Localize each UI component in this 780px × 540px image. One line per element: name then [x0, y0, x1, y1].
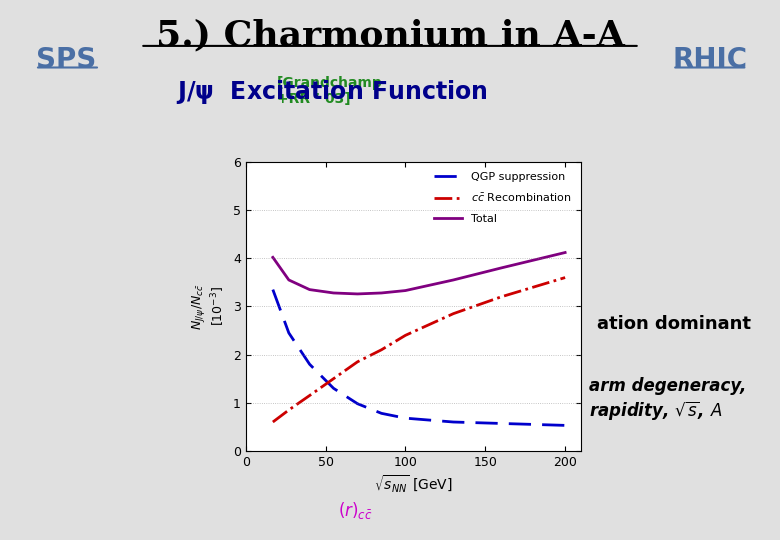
Text: ation dominant: ation dominant — [597, 315, 750, 333]
Legend: QGP suppression, $c\bar{c}$ Recombination, Total: QGP suppression, $c\bar{c}$ Recombinatio… — [430, 167, 576, 228]
Text: SPS: SPS — [36, 46, 97, 74]
Text: RHIC: RHIC — [672, 46, 747, 74]
Text: $\mathbf{J/\psi}$  Excitation Function: $\mathbf{J/\psi}$ Excitation Function — [176, 78, 488, 106]
Text: [Grandchamp
+RR ’ 03]: [Grandchamp +RR ’ 03] — [277, 76, 383, 106]
Text: 5.) Charmonium in A-A: 5.) Charmonium in A-A — [155, 19, 625, 53]
Text: $(r)_{c\bar{c}}$: $(r)_{c\bar{c}}$ — [338, 500, 372, 521]
Text: arm degeneracy,
rapidity, $\sqrt{s}$, $A$: arm degeneracy, rapidity, $\sqrt{s}$, $A… — [589, 377, 746, 422]
X-axis label: $\sqrt{s_{NN}}$ [GeV]: $\sqrt{s_{NN}}$ [GeV] — [374, 474, 452, 495]
Y-axis label: $N_{J/\psi}/N_{c\bar{c}}$
$[10^{-3}]$: $N_{J/\psi}/N_{c\bar{c}}$ $[10^{-3}]$ — [190, 284, 227, 329]
